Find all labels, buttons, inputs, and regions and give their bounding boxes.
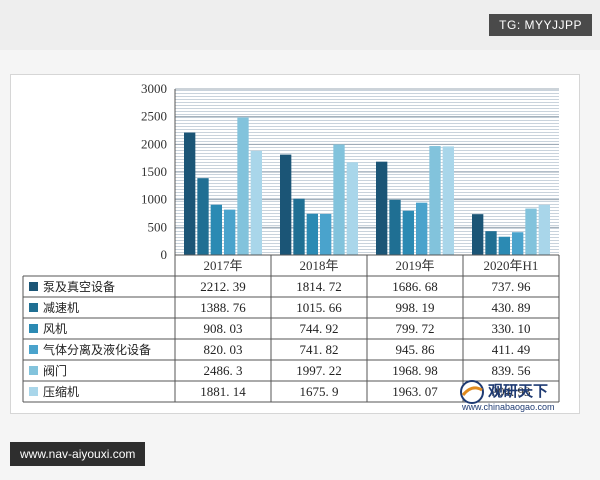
bar <box>333 144 345 255</box>
y-tick-label: 1000 <box>141 192 167 207</box>
bar <box>429 146 441 255</box>
table-cell-value: 1814. 72 <box>296 279 342 294</box>
bar <box>376 161 388 255</box>
table-cell-value: 1015. 66 <box>296 300 342 315</box>
table-cell-value: 1881. 14 <box>200 384 246 399</box>
legend-label: 压缩机 <box>43 384 79 399</box>
bar <box>442 146 454 255</box>
x-category-label: 2018年 <box>299 258 338 273</box>
legend-label: 气体分离及液化设备 <box>43 342 151 357</box>
bar <box>402 210 414 255</box>
legend-label: 减速机 <box>43 301 79 315</box>
table-cell-value: 904. 93 <box>492 384 531 399</box>
table-cell-value: 820. 03 <box>204 342 243 357</box>
bar <box>280 154 292 255</box>
table-cell-value: 998. 19 <box>396 300 435 315</box>
bar <box>237 117 249 255</box>
logo-globe-icon <box>460 380 484 404</box>
bar <box>346 162 358 255</box>
bar <box>210 204 222 255</box>
y-tick-label: 3000 <box>141 81 167 96</box>
x-category-label: 2020年H1 <box>484 258 539 273</box>
table-cell-value: 741. 82 <box>300 342 339 357</box>
site-logo: 观研天下 www.chinabaogao.com <box>458 378 586 414</box>
legend-label: 风机 <box>43 322 67 336</box>
table-cell-value: 430. 89 <box>492 300 531 315</box>
table-cell-value: 2486. 3 <box>204 363 243 378</box>
legend-swatch <box>29 366 38 375</box>
bar <box>250 150 262 255</box>
table-cell-value: 908. 03 <box>204 321 243 336</box>
bar <box>224 209 236 255</box>
bar <box>525 208 537 255</box>
table-cell-value: 1963. 07 <box>392 384 438 399</box>
table-cell-value: 1686. 68 <box>392 279 438 294</box>
y-tick-label: 0 <box>161 247 168 262</box>
legend-swatch <box>29 387 38 396</box>
y-tick-label: 1500 <box>141 164 167 179</box>
bar <box>538 204 550 255</box>
bar <box>306 213 318 255</box>
table-cell-value: 330. 10 <box>492 321 531 336</box>
bar <box>416 202 428 255</box>
table-cell-value: 1968. 98 <box>392 363 438 378</box>
bar <box>197 178 209 255</box>
bar <box>184 132 196 255</box>
bar <box>293 198 305 255</box>
legend-label: 阀门 <box>43 363 67 378</box>
legend-swatch <box>29 324 38 333</box>
chart-card: 0 500 1000 1500 2000 2500 3000 2017年 2018年 2019年… <box>10 74 580 414</box>
x-category-label: 2017年 <box>203 258 242 273</box>
y-tick-label: 500 <box>148 219 168 234</box>
y-tick-label: 2500 <box>141 109 167 124</box>
legend-swatch <box>29 282 38 291</box>
table-cell-value: 737. 96 <box>492 279 532 294</box>
bar-chart: 0 500 1000 1500 2000 2500 3000 2017年 2018年 2019年… <box>22 81 560 403</box>
bar <box>320 213 332 255</box>
table-cell-value: 2212. 39 <box>200 279 246 294</box>
logo-url: www.chinabaogao.com <box>461 402 555 412</box>
legend-swatch <box>29 345 38 354</box>
legend-label: 泵及真空设备 <box>43 280 115 294</box>
table-cell-value: 945. 86 <box>396 342 436 357</box>
bar <box>472 214 484 255</box>
table-cell-value: 744. 92 <box>300 321 339 336</box>
bar <box>512 232 524 255</box>
table-cell-value: 1675. 9 <box>300 384 339 399</box>
x-category-label: 2019年 <box>395 258 434 273</box>
bottom-left-watermark: www.nav-aiyouxi.com <box>10 442 146 466</box>
logo-brand: 观研天下 <box>488 382 548 400</box>
table-cell-value: 799. 72 <box>396 321 435 336</box>
bar <box>389 199 401 255</box>
table-cell-value: 1388. 76 <box>200 300 246 315</box>
bar <box>485 231 497 255</box>
legend-swatch <box>29 303 38 312</box>
top-right-watermark: TG: MYYJJPP <box>489 14 592 36</box>
table-cell-value: 1997. 22 <box>296 363 342 378</box>
table-cell-value: 411. 49 <box>492 342 531 357</box>
bar <box>498 236 510 255</box>
table-cell-value: 839. 56 <box>492 363 532 378</box>
y-tick-label: 2000 <box>141 136 167 151</box>
